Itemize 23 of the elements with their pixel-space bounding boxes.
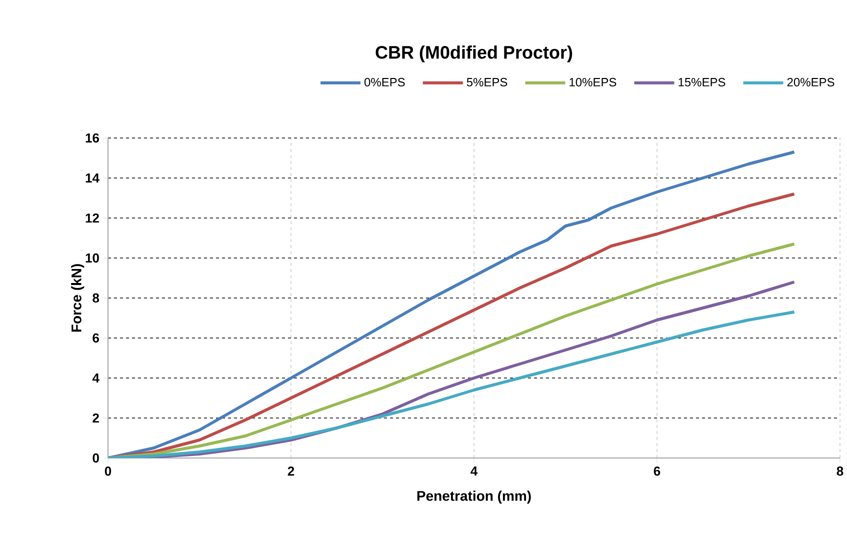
x-axis-title: Penetration (mm)	[417, 490, 531, 504]
legend-label: 5%EPS	[466, 78, 508, 86]
x-tick-label: 6	[654, 466, 660, 476]
legend-label: 0%EPS	[364, 78, 405, 86]
y-tick-label: 6	[92, 333, 99, 343]
y-tick-label: 12	[86, 213, 99, 223]
legend-label: 15%EPS	[678, 78, 726, 86]
y-tick-label: 16	[86, 133, 99, 143]
y-axis-title: Force (kN)	[71, 264, 84, 332]
y-tick-label: 0	[92, 453, 99, 463]
line-series	[108, 310, 796, 458]
y-tick-label: 8	[92, 293, 100, 303]
legend-label: 20%EPS	[787, 78, 834, 86]
legend-label: 10%EPS	[570, 78, 616, 86]
x-tick-label: 0	[104, 466, 112, 476]
x-tick-label: 4	[470, 466, 478, 476]
x-tick-label: 2	[288, 466, 294, 476]
x-tick-label: 8	[836, 466, 844, 476]
y-tick-label: 2	[92, 413, 99, 423]
chart-title: CBR (M0dified Proctor)	[376, 46, 572, 62]
y-tick-label: 4	[92, 374, 100, 382]
y-tick-label: 10	[86, 253, 99, 263]
y-tick-label: 14	[86, 174, 100, 182]
